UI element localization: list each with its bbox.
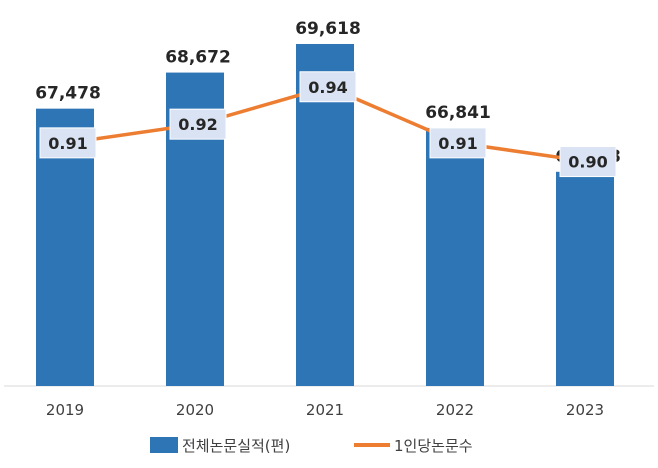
legend-line-label: 1인당논문수 bbox=[394, 437, 473, 455]
bar-2023 bbox=[556, 171, 614, 386]
line-value-label-2022: 0.91 bbox=[438, 134, 477, 153]
line-label-box-2021 bbox=[299, 71, 357, 103]
x-tick-labels: 2019 2020 2021 2022 2023 bbox=[46, 401, 604, 419]
legend: 전체논문실적(편) 1인당논문수 bbox=[150, 437, 473, 455]
x-tick-2023: 2023 bbox=[566, 401, 604, 419]
bar-value-label-2019: 67,478 bbox=[35, 84, 101, 104]
bar-2022 bbox=[426, 127, 484, 386]
legend-bar-swatch bbox=[150, 437, 178, 453]
x-tick-2021: 2021 bbox=[306, 401, 344, 419]
line-value-label-2020: 0.92 bbox=[178, 115, 217, 134]
line-value-label-2021: 0.94 bbox=[308, 78, 347, 97]
line-label-box-2022 bbox=[429, 127, 487, 159]
line-data-labels: 0.91 0.92 0.94 0.91 0.90 bbox=[39, 71, 617, 178]
legend-bar-label: 전체논문실적(편) bbox=[182, 437, 290, 455]
bar-value-label-2022: 66,841 bbox=[425, 103, 491, 123]
bar-value-label-2021: 69,618 bbox=[295, 19, 361, 39]
line-label-box-2023 bbox=[559, 146, 617, 178]
line-value-label-2019: 0.91 bbox=[48, 134, 87, 153]
line-label-box-2020 bbox=[169, 108, 227, 140]
bar-value-label-2020: 68,672 bbox=[165, 48, 231, 68]
x-tick-2022: 2022 bbox=[436, 401, 474, 419]
x-tick-2019: 2019 bbox=[46, 401, 84, 419]
x-tick-2020: 2020 bbox=[176, 401, 214, 419]
line-value-label-2023: 0.90 bbox=[568, 153, 607, 172]
line-label-box-2019 bbox=[39, 127, 97, 159]
